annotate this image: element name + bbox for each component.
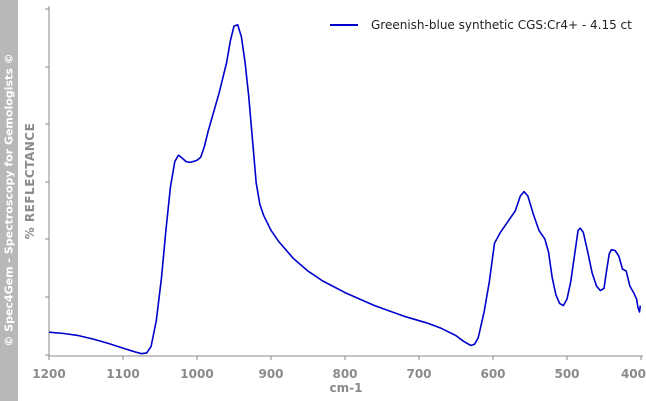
x-tick-label: 1200: [32, 367, 65, 381]
x-tick-label: 700: [406, 367, 431, 381]
series-line: [48, 24, 642, 355]
x-tick-label: 600: [480, 367, 505, 381]
legend-label: Greenish-blue synthetic CGS:Cr4+ - 4.15 …: [371, 18, 632, 32]
x-tick-label: 400: [621, 367, 646, 381]
x-tick-label: 900: [258, 367, 283, 381]
watermark-sidebar: © Spec4Gem - Spectroscopy for Gemologist…: [0, 0, 18, 401]
x-tick-label: 1000: [180, 367, 213, 381]
x-tick-label: 1100: [106, 367, 139, 381]
x-tick-label: 500: [554, 367, 579, 381]
x-tick-label: 800: [332, 367, 357, 381]
x-axis-label: cm-1: [330, 381, 363, 395]
